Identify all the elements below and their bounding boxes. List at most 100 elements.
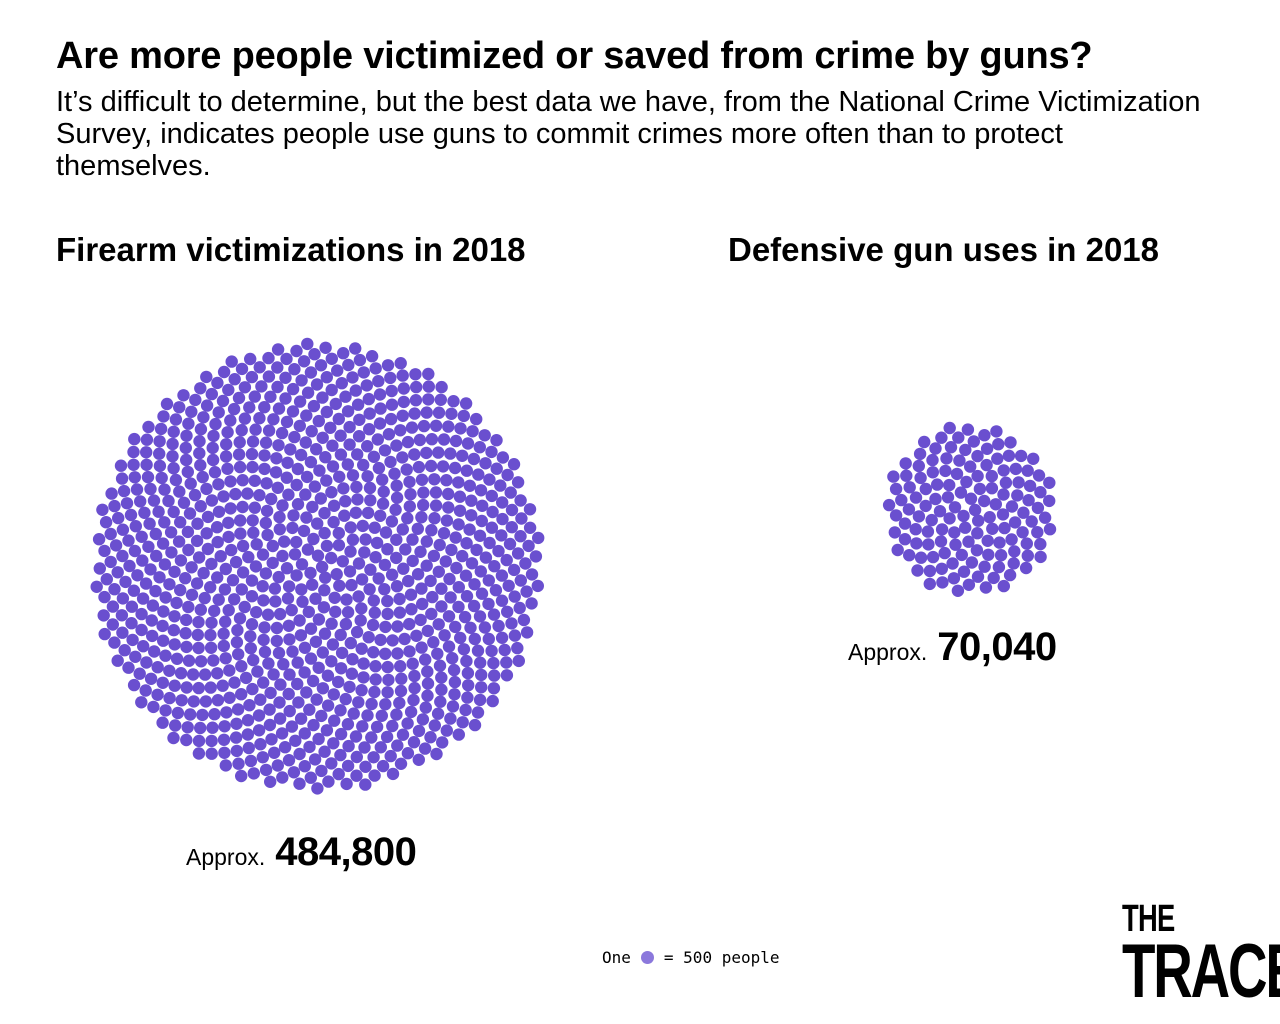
defensive-use-dot bbox=[899, 457, 912, 470]
victimization-dot bbox=[320, 724, 334, 737]
victimization-dot bbox=[343, 420, 356, 434]
victimization-dot bbox=[291, 498, 305, 511]
victimization-dot bbox=[346, 653, 359, 666]
victimization-dot bbox=[318, 584, 331, 597]
victimization-dot bbox=[460, 590, 474, 603]
victimization-dot bbox=[457, 643, 471, 656]
victimization-dot bbox=[117, 484, 131, 498]
defensive-use-dot bbox=[889, 482, 903, 496]
victimization-dot bbox=[293, 614, 306, 627]
defensive-use-dot bbox=[982, 548, 995, 561]
victimization-dot bbox=[234, 514, 247, 527]
victimization-dot bbox=[470, 543, 483, 557]
victimization-dot bbox=[247, 526, 260, 539]
victimization-dot bbox=[218, 746, 231, 759]
victimization-dot bbox=[218, 720, 231, 733]
victimization-dot bbox=[432, 618, 445, 631]
victimization-dot bbox=[448, 461, 462, 475]
victimization-dot bbox=[106, 618, 120, 631]
defensive-uses-value: 70,040 bbox=[937, 625, 1057, 669]
defensive-use-dot bbox=[898, 517, 912, 530]
victimization-dot bbox=[137, 640, 150, 653]
victimization-dot bbox=[104, 555, 117, 569]
victimization-dot bbox=[397, 395, 410, 409]
victimization-dot bbox=[212, 406, 225, 419]
victimization-dot bbox=[140, 446, 153, 459]
victimization-dot bbox=[217, 733, 231, 746]
victimization-dot bbox=[219, 615, 232, 628]
victimization-dot bbox=[341, 405, 355, 418]
victimization-dot bbox=[200, 527, 213, 540]
victimization-dot bbox=[456, 449, 469, 462]
victimization-dot bbox=[316, 431, 329, 444]
victimization-dot bbox=[245, 370, 259, 384]
victimization-dot bbox=[246, 435, 260, 448]
defensive-use-dot bbox=[1011, 489, 1024, 502]
defensive-use-dot bbox=[1043, 476, 1056, 489]
victimization-dot bbox=[245, 447, 259, 461]
victimization-dot bbox=[238, 381, 252, 394]
victimization-dot bbox=[272, 439, 285, 452]
defensive-use-dot bbox=[946, 557, 959, 570]
defensive-use-dot bbox=[1014, 449, 1028, 463]
victimization-dot bbox=[345, 667, 359, 680]
victimization-dot bbox=[342, 739, 355, 753]
victimization-dot bbox=[243, 401, 256, 414]
victimization-dot bbox=[130, 483, 144, 496]
victimization-dot bbox=[379, 620, 392, 634]
victimization-dot bbox=[212, 478, 225, 491]
victimization-dot bbox=[478, 429, 491, 442]
victimization-dot bbox=[181, 465, 194, 479]
victimization-dot bbox=[266, 539, 279, 553]
victimization-dot bbox=[463, 523, 476, 536]
victimization-dot bbox=[350, 769, 363, 782]
victimization-dot bbox=[445, 407, 458, 420]
victimization-dot bbox=[252, 709, 266, 722]
victimization-dot bbox=[344, 636, 357, 650]
victimization-dot bbox=[511, 476, 525, 489]
victimization-dot bbox=[264, 390, 277, 403]
victimization-dot bbox=[298, 641, 312, 654]
victimization-dot bbox=[325, 352, 338, 365]
victimization-dot bbox=[307, 718, 320, 732]
victimization-dot bbox=[376, 497, 390, 510]
victimization-dot bbox=[156, 716, 169, 729]
victimization-dot bbox=[182, 600, 195, 614]
defensive-use-dot bbox=[921, 525, 935, 538]
victimization-dot bbox=[339, 617, 353, 631]
defensive-use-dot bbox=[1007, 557, 1020, 570]
victimization-dot bbox=[351, 493, 364, 506]
victimization-dot bbox=[465, 494, 478, 507]
victimization-dot bbox=[258, 449, 271, 462]
defensive-uses-total: Approx. 70,040 bbox=[848, 625, 1057, 670]
victimization-dot bbox=[424, 574, 437, 588]
victimization-dot bbox=[295, 558, 309, 571]
victimization-dot bbox=[482, 632, 495, 646]
victimization-dot bbox=[356, 519, 369, 533]
defensive-use-dot bbox=[962, 535, 975, 548]
victimization-dot bbox=[269, 595, 282, 608]
victimization-dot bbox=[446, 652, 459, 665]
victimization-dot bbox=[270, 621, 284, 635]
victimization-dot bbox=[279, 371, 292, 384]
victimization-dot bbox=[374, 509, 387, 522]
victimization-dot bbox=[298, 666, 311, 679]
victimization-dot bbox=[364, 494, 377, 507]
victimization-dot bbox=[357, 458, 370, 472]
victimization-dot bbox=[201, 542, 215, 556]
victimization-dot bbox=[373, 388, 387, 401]
victimization-dot bbox=[236, 566, 250, 579]
victimization-dot bbox=[432, 406, 446, 419]
victimization-dot bbox=[505, 521, 518, 534]
victimization-dot bbox=[334, 429, 347, 442]
victimization-dot bbox=[326, 439, 339, 452]
victimization-dot bbox=[229, 487, 242, 501]
victimization-dot bbox=[412, 753, 425, 766]
victimization-dot bbox=[513, 601, 526, 615]
victimization-dot bbox=[125, 600, 139, 613]
victimization-dot bbox=[381, 607, 394, 621]
victimization-dot bbox=[185, 561, 198, 574]
victimization-dot bbox=[123, 559, 136, 573]
victimization-dot bbox=[483, 473, 496, 486]
defensive-use-dot bbox=[962, 578, 976, 591]
